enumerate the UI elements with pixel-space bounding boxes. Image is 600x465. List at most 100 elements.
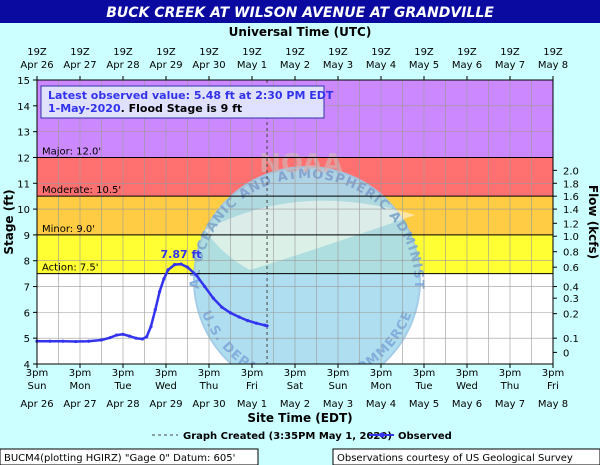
y-tick-label: 15 [17, 76, 30, 87]
bottom-tick-day: Mon [69, 381, 90, 392]
footer-credit-box [332, 448, 600, 465]
y2-tick-label: 1.0 [563, 232, 579, 243]
top-tick-hour: 19Z [242, 47, 262, 58]
top-tick-date: Apr 30 [192, 60, 225, 71]
observed-point [254, 321, 258, 325]
observed-point [203, 284, 207, 289]
top-tick-date: May 1 [237, 60, 267, 71]
y2-tick-label: 2.0 [563, 166, 579, 177]
top-tick-date: Apr 27 [63, 60, 96, 71]
observed-point [162, 277, 166, 281]
x-axis-title: Site Time (EDT) [247, 411, 352, 425]
top-tick-hour: 19Z [285, 47, 305, 58]
title-bar [0, 0, 600, 23]
y2-tick-label: 0.8 [563, 248, 579, 259]
flood-band-label: Moderate: 10.5' [42, 185, 121, 196]
observed-point [173, 263, 177, 267]
observed-point [194, 273, 198, 277]
bottom-tick-time: 3pm [69, 368, 91, 379]
latest-value-date: 1-May-2020 [48, 102, 121, 115]
observed-point [228, 311, 233, 315]
observed-point [220, 305, 224, 309]
bottom-tick-time: 3pm [413, 368, 435, 379]
flood-band-label: Action: 7.5' [42, 263, 99, 274]
bottom-tick-day: Wed [456, 381, 478, 392]
axes: 4 5 6 7 8 9 10 11 12 13 14 15 0 0.1 0.2 0.30.4 0.6 0.8 1.0… [17, 47, 579, 410]
y2-tick-label: 1.2 [563, 219, 579, 230]
bottom-tick-time: 3pm [241, 368, 263, 379]
observed-point [114, 333, 119, 337]
bottom-tick-date: May 7 [495, 399, 525, 410]
chart-title: BUCK CREEK AT WILSON AVENUE AT GRANDVILL… [106, 5, 494, 21]
y2-tick-label: 0.6 [563, 263, 579, 274]
observed-point [48, 339, 52, 343]
bottom-tick-day: Tue [113, 381, 131, 392]
seal-text-center: NOAA [259, 149, 342, 179]
y-axis-title: Stage (ft) [2, 189, 16, 254]
observed-point [265, 324, 269, 328]
bottom-tick-date: May 1 [237, 399, 267, 410]
y-tick-label: 9 [24, 231, 30, 242]
flood-category-labels: Action: 7.5' Minor: 9.0' Moderate: 10.5' Ma… [37, 146, 553, 275]
y2-axis-title: Flow (kcfs) [586, 185, 600, 259]
bottom-tick-day: Thu [199, 381, 219, 392]
top-tick-date: May 3 [323, 60, 353, 71]
top-tick-date: Apr 29 [149, 60, 182, 71]
peak-value-label: 7.87 ft [161, 248, 202, 261]
top-tick-date: May 2 [280, 60, 310, 71]
bottom-tick-day: Fri [246, 381, 258, 392]
bottom-tick-time: 3pm [26, 368, 48, 379]
bottom-tick-date: Apr 30 [192, 399, 225, 410]
y-tick-label: 5 [24, 334, 30, 345]
top-tick-hour: 19Z [371, 47, 391, 58]
y2-tick-label: 0.3 [563, 294, 579, 305]
bottom-tick-date: May 3 [323, 399, 353, 410]
observed-point [237, 315, 241, 319]
y-tick-label: 12 [17, 153, 30, 164]
legend-observed-marker [379, 432, 385, 438]
y-tick-label: 13 [17, 128, 30, 139]
top-tick-date: May 6 [452, 60, 482, 71]
bottom-tick-day: Thu [500, 381, 520, 392]
bottom-tick-time: 3pm [112, 368, 134, 379]
bottom-tick-day: Sat [287, 381, 303, 392]
bottom-tick-time: 3pm [155, 368, 177, 379]
legend-created-label: Graph Created (3:35PM May 1, 2020) [183, 431, 392, 442]
top-tick-hour: 19Z [500, 47, 520, 58]
bottom-tick-day: Sun [27, 381, 46, 392]
top-tick-hour: 19Z [328, 47, 348, 58]
observed-point [185, 265, 190, 269]
top-tick-hour: 19Z [414, 47, 434, 58]
observed-point [246, 319, 250, 323]
y-tick-label: 14 [17, 102, 30, 113]
observed-point [149, 324, 153, 329]
y2-tick-label: 0.1 [563, 334, 579, 345]
latest-value-line2: 1-May-2020. Flood Stage is 9 ft [48, 102, 242, 115]
observed-point [108, 336, 112, 340]
bottom-tick-day: Fri [547, 381, 559, 392]
top-axis-title: Universal Time (UTC) [229, 25, 372, 39]
bottom-tick-date: Apr 29 [149, 399, 182, 410]
bottom-tick-date: May 5 [409, 399, 439, 410]
footer-station-box [0, 448, 259, 465]
observed-point [211, 296, 215, 300]
y2-tick-label: 1.8 [563, 179, 579, 190]
observed-point [157, 290, 162, 294]
y-tick-label: 7 [24, 283, 30, 294]
y-tick-label: 6 [24, 308, 30, 319]
observed-point [127, 334, 132, 338]
y-tick-label: 8 [24, 257, 30, 268]
observed-point [145, 335, 149, 339]
bottom-tick-time: 3pm [327, 368, 349, 379]
observed-point [134, 336, 138, 340]
bottom-tick-date: Apr 27 [63, 399, 96, 410]
y2-tick-label: 1.6 [563, 192, 579, 203]
flood-band-label: Minor: 9.0' [42, 224, 95, 235]
top-tick-hour: 19Z [199, 47, 219, 58]
observed-point [121, 332, 125, 336]
observed-point [61, 339, 65, 343]
bottom-tick-time: 3pm [542, 368, 564, 379]
top-tick-date: Apr 26 [20, 60, 53, 71]
observed-point [166, 268, 170, 272]
